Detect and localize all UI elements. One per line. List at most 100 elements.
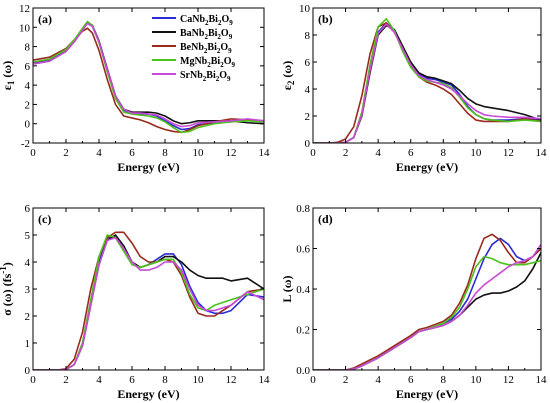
y-tick-label: 0 <box>305 138 311 150</box>
series-group <box>313 233 541 370</box>
series-line-MgNb2Bi2O9 <box>33 234 264 370</box>
series-line-MgNb2Bi2O9 <box>313 18 541 143</box>
y-tick-label: 2 <box>25 99 31 111</box>
x-axis-title: Energy (eV) <box>117 160 179 174</box>
legend-entry: MgNb2Bi2O9 <box>180 56 235 69</box>
x-tick-label: 14 <box>259 147 271 159</box>
x-tick-label: 12 <box>226 147 237 159</box>
panel-label: (a) <box>38 12 52 26</box>
x-tick-label: 14 <box>536 147 548 159</box>
series-line-CaNb2Bi2O9 <box>313 237 541 370</box>
legend-entry: SrNb2Bi2O9 <box>180 70 231 83</box>
x-tick-label: 14 <box>259 374 271 386</box>
panel-label: (b) <box>318 12 333 26</box>
y-axis-title: σ (ω) (fs-1) <box>0 262 14 315</box>
legend-entry: BeNb2Bi2O9 <box>180 42 232 55</box>
series-line-BeNb2Bi2O9 <box>33 231 264 370</box>
x-tick-label: 8 <box>441 374 447 386</box>
panel-d: 0 2 4 6 8 10 12 14 0.0 0.2 0.4 0.6 0.8 Energy (eV) L (… <box>280 203 547 401</box>
y-tick-label: 2 <box>305 111 311 123</box>
series-line-BaNb2Bi2O9 <box>33 234 264 370</box>
x-tick-label: 4 <box>375 374 381 386</box>
series-line-SrNb2Bi2O9 <box>313 23 541 143</box>
plot-frame <box>312 207 542 371</box>
series-line-SrNb2Bi2O9 <box>33 22 264 128</box>
series-line-SrNb2Bi2O9 <box>33 236 264 370</box>
series-line-MgNb2Bi2O9 <box>313 255 541 370</box>
x-tick-label: 10 <box>470 147 482 159</box>
series-group <box>33 20 264 134</box>
x-tick-label: 10 <box>193 374 205 386</box>
y-tick-label: 0.0 <box>296 365 310 377</box>
y-tick-label: 4 <box>25 80 31 92</box>
series-line-BaNb2Bi2O9 <box>313 24 541 143</box>
x-tick-label: 0 <box>30 147 36 159</box>
series-line-BaNb2Bi2O9 <box>313 251 541 370</box>
y-tick-label: 4 <box>305 84 311 96</box>
x-tick-label: 10 <box>193 147 205 159</box>
plot-frame <box>312 7 542 144</box>
x-tick-label: 4 <box>96 147 102 159</box>
panel-label: (d) <box>318 212 333 226</box>
y-tick-label: 10 <box>19 22 31 34</box>
x-tick-label: 8 <box>162 147 168 159</box>
y-tick-label: 0.8 <box>296 203 310 215</box>
x-tick-label: 4 <box>375 147 381 159</box>
x-tick-label: 0 <box>30 374 36 386</box>
x-tick-label: 8 <box>162 374 168 386</box>
y-tick-label: 10 <box>299 3 311 15</box>
y-axis-title: ε1 (ω) <box>0 61 16 90</box>
x-tick-label: 0 <box>310 374 316 386</box>
x-axis-title: Energy (eV) <box>396 387 458 401</box>
x-tick-label: 12 <box>226 374 237 386</box>
y-tick-label: 6 <box>25 61 31 73</box>
x-tick-label: 4 <box>96 374 102 386</box>
panel-b: 0 2 4 6 8 10 12 14 0 2 4 6 8 10 Energy (eV) ε2 (ω) (b) <box>280 3 547 174</box>
x-tick-label: 12 <box>503 147 514 159</box>
series-line-BeNb2Bi2O9 <box>313 22 541 143</box>
x-axis-title: Energy (eV) <box>396 160 458 174</box>
x-tick-label: 6 <box>129 374 135 386</box>
y-tick-label: 8 <box>305 30 311 42</box>
y-tick-label: 0 <box>25 365 31 377</box>
series-line-SrNb2Bi2O9 <box>313 243 541 370</box>
y-tick-label: 8 <box>25 42 31 54</box>
series-line-CaNb2Bi2O9 <box>33 236 264 370</box>
x-axis-title: Energy (eV) <box>117 387 179 401</box>
y-tick-label: 0.2 <box>296 325 310 337</box>
panel-label: (c) <box>38 212 51 226</box>
series-line-MgNb2Bi2O9 <box>33 20 264 134</box>
x-tick-label: 10 <box>470 374 482 386</box>
legend: CaNb2Bi2O9BaNb2Bi2O9BeNb2Bi2O9MgNb2Bi2O9… <box>152 14 235 83</box>
x-tick-label: 2 <box>63 147 69 159</box>
y-tick-label: 12 <box>19 3 30 15</box>
y-tick-label: -2 <box>21 138 30 150</box>
x-tick-label: 0 <box>310 147 316 159</box>
y-tick-label: 0 <box>25 119 31 131</box>
y-tick-label: 2 <box>25 311 31 323</box>
plot-frame <box>32 207 265 371</box>
series-group <box>313 18 541 143</box>
x-tick-label: 6 <box>408 374 414 386</box>
y-tick-label: 6 <box>305 57 311 69</box>
y-axis-title: ε2 (ω) <box>280 61 296 90</box>
y-tick-label: 0.6 <box>296 244 310 256</box>
series-line-BeNb2Bi2O9 <box>313 233 541 370</box>
x-tick-label: 2 <box>343 147 349 159</box>
y-tick-label: 3 <box>25 284 31 296</box>
x-tick-label: 6 <box>129 147 135 159</box>
x-tick-label: 12 <box>503 374 514 386</box>
legend-entry: BaNb2Bi2O9 <box>180 28 233 41</box>
x-tick-label: 6 <box>408 147 414 159</box>
y-tick-label: 0.4 <box>296 284 310 296</box>
y-tick-label: 5 <box>25 230 31 242</box>
x-tick-label: 2 <box>343 374 349 386</box>
y-tick-label: 4 <box>25 257 31 269</box>
y-tick-label: 1 <box>25 338 31 350</box>
x-tick-label: 8 <box>441 147 447 159</box>
x-tick-label: 14 <box>536 374 548 386</box>
legend-entry: CaNb2Bi2O9 <box>180 14 233 27</box>
